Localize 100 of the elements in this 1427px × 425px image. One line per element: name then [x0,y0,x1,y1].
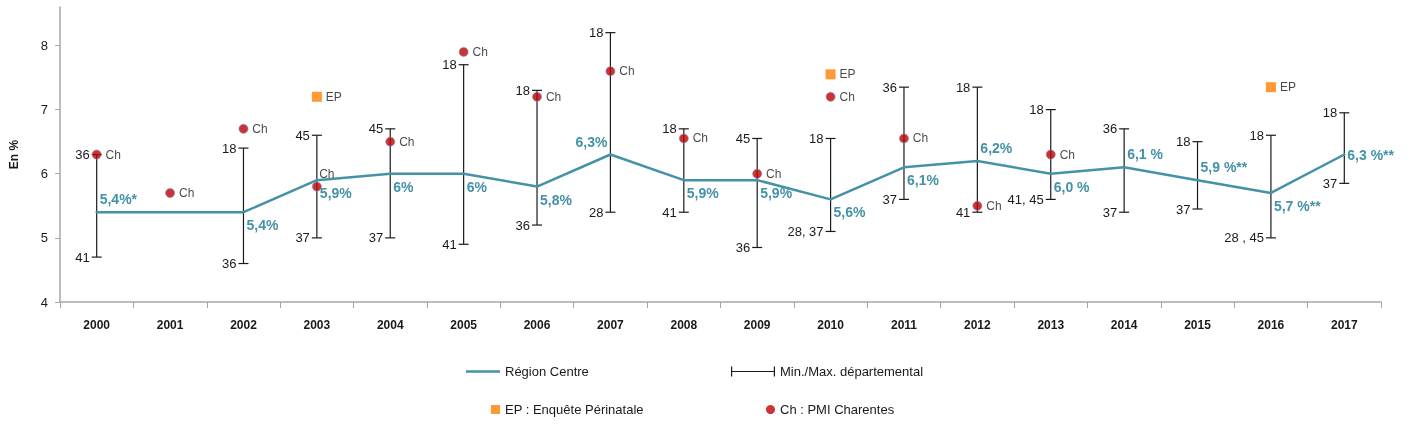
annotation: 36 [1102,121,1118,137]
data-label: Ch [252,121,268,136]
data-label: Ch [105,147,121,162]
point [1265,82,1276,93]
x-tick-label: 2007 [597,318,625,332]
annotation: 36 [735,239,751,255]
y-tick-label: 7 [40,102,48,118]
data-label: 5,4% [246,217,279,234]
y-tick-label: 4 [40,294,48,310]
x-tick-label: 2011 [890,318,918,332]
annotation: 18 [442,57,457,73]
data-label: 6,2% [980,139,1013,156]
data-label: 6,3 %** [1347,146,1395,163]
annotation: 45 [368,121,384,137]
annotation: 36 [882,79,897,95]
x-tick-label: 2003 [303,318,331,332]
annotation: 18 [515,82,531,98]
data-label: Ch [545,89,562,104]
data-label: Ch [986,198,1002,213]
annotation: 18 [1029,102,1044,118]
data-label: 6,3% [575,133,608,150]
data-label: EP [1279,80,1296,95]
point [385,136,396,147]
x-tick-label: 2012 [964,318,992,332]
y-tick-label: 5 [40,230,48,246]
annotation: 41 [442,236,457,252]
x-tick-label: 2014 [1110,318,1138,332]
data-label: Ch [319,166,335,181]
annotation: 18 [1249,127,1264,143]
annotation: 41 [662,204,677,220]
data-label: 5,9 %** [1200,159,1248,176]
annotation: 28, 37 [787,223,824,239]
data-label: Ch [178,185,195,200]
annotation: 36 [75,147,90,162]
annotation: 45 [295,127,310,143]
y-axis-title: En % [7,139,21,170]
annotation: 37 [1102,204,1118,220]
annotation: 36 [515,217,531,233]
x-tick-label: 2017 [1330,318,1358,332]
data-label: Ch [399,134,415,149]
data-label: Ch [912,131,929,146]
x-tick-label: 2009 [743,318,771,332]
annotation: 36 [222,256,237,272]
data-label: 5,9% [686,185,720,202]
x-tick-label: 2004 [376,318,404,332]
legend-label: Région Centre [505,364,589,379]
x-tick-label: 2002 [230,318,258,332]
annotation: 37 [368,230,384,246]
x-tick-label: 2008 [670,318,698,332]
data-label: 5,6% [833,204,867,221]
annotation: 37 [1176,201,1191,217]
data-label: Ch [619,64,635,79]
annotation: 41, 45 [1007,191,1044,207]
data-label: 5,7 %** [1273,197,1322,214]
point [165,188,175,198]
annotation: 18 [662,121,677,137]
legend-label: EP : Enquête Périnatale [505,402,644,417]
annotation: 18 [809,130,824,146]
annotation: 18 [222,140,237,156]
data-label: Ch [472,44,488,59]
text: Min./Max. départemental [780,364,924,379]
x-tick-label: 2010 [817,318,845,332]
data-label: Ch [839,89,855,104]
annotation: 45 [735,130,751,146]
data-label: Ch [1059,147,1075,162]
data-label: 6% [466,178,488,195]
annotation: 37 [295,230,310,246]
legend-label: Ch : PMI Charentes [780,402,895,417]
y-tick-label: 6 [40,166,48,182]
data-label: 5,9% [319,185,353,202]
point [458,46,469,57]
data-label: 6,0 % [1053,178,1091,195]
point [825,91,836,102]
data-label: 5,4%* [99,191,138,208]
annotation: 41 [75,249,90,265]
data-label: 6% [393,178,415,195]
annotation: 18 [588,25,604,41]
point [311,181,322,192]
data-label: 5,9% [760,185,793,202]
x-tick-label: 2015 [1184,318,1212,332]
annotation: 37 [1322,175,1338,191]
point [972,200,983,211]
x-tick-label: 2013 [1037,318,1065,332]
x-tick-label: 2016 [1257,318,1285,332]
point [532,91,542,102]
point [311,91,322,102]
annotation: 18 [1176,134,1191,150]
point [752,168,763,179]
annotation: 28 , 45 [1224,230,1264,246]
data-label: Ch [766,166,782,181]
point [1045,149,1056,160]
x-tick-label: 2000 [83,318,111,332]
x-tick-label: 2005 [450,318,478,332]
data-label: Ch [692,131,709,146]
data-label: 5,8% [540,191,573,208]
data-label: EP [839,67,856,82]
annotation: 28 [588,204,604,220]
x-tick-label: 2006 [523,318,551,332]
point [605,66,616,77]
annotation: 37 [882,191,897,207]
